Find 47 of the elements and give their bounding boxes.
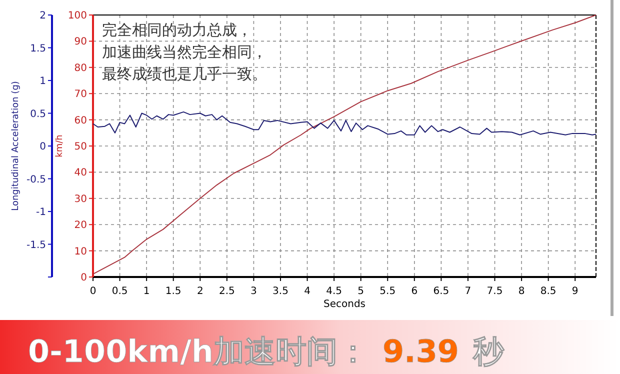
x-tick-label: 4 xyxy=(304,286,310,297)
annotation: 完全相同的动力总成， xyxy=(102,21,252,39)
x-tick-label: 3.5 xyxy=(272,286,288,297)
x-tick-label: 3 xyxy=(250,286,257,297)
y-tick-label: 80 xyxy=(74,62,87,74)
y2-tick-label: 1.5 xyxy=(30,43,46,54)
x-tick-label: 5 xyxy=(358,286,364,297)
y2-axis-title: Longitudinal Acceleration (g) xyxy=(11,81,21,211)
x-tick-label: 5.5 xyxy=(380,286,396,297)
text: 秒 xyxy=(472,334,505,370)
text: 0-100km/h加速时间： xyxy=(28,334,368,370)
x-tick-label: 7 xyxy=(464,286,472,297)
y-axis-title: km/h xyxy=(55,134,65,158)
y-tick-label: 10 xyxy=(74,246,87,258)
text: 9.39 xyxy=(382,334,459,370)
x-tick-label: 8.5 xyxy=(540,286,556,297)
y2-tick-label: -1.5 xyxy=(26,240,46,251)
y2-tick-label: 1 xyxy=(40,76,46,87)
y2-tick-label: -0.5 xyxy=(26,174,46,186)
y2-tick-label: -1 xyxy=(36,207,46,218)
x-tick-label: 0 xyxy=(90,286,96,297)
annotation: 最终成绩也是几乎一致。 xyxy=(102,65,267,83)
x-tick-label: 6 xyxy=(411,286,418,297)
x-tick-label: 2.5 xyxy=(218,286,235,297)
y2-tick-label: 0.5 xyxy=(30,108,46,120)
y-tick-label: 100 xyxy=(68,10,87,22)
x-tick-label: 8 xyxy=(518,286,525,297)
x-tick-label: 0.5 xyxy=(112,286,128,297)
y2-tick-label: 2 xyxy=(40,10,46,22)
y-tick-label: 0 xyxy=(80,272,87,284)
y-tick-label: 50 xyxy=(74,142,87,152)
x-tick-label: 6.5 xyxy=(433,286,450,297)
y-tick-label: 60 xyxy=(74,115,87,126)
x-tick-label: 2 xyxy=(196,286,204,297)
x-tick-label: 1 xyxy=(143,286,150,297)
x-tick-label: 9 xyxy=(572,286,578,297)
x-tick-label: 1.5 xyxy=(165,286,182,297)
annotation: 加速曲线当然完全相同， xyxy=(102,43,267,61)
x-axis-title: Seconds xyxy=(323,299,366,310)
y2-tick-label: 0 xyxy=(40,142,46,152)
y-tick-label: 20 xyxy=(74,220,87,232)
x-tick-label: 7.5 xyxy=(486,286,503,297)
y-tick-label: 70 xyxy=(74,89,87,100)
y-tick-label: 40 xyxy=(74,168,87,179)
y-tick-label: 30 xyxy=(74,194,87,205)
y-tick-label: 90 xyxy=(74,36,87,48)
x-tick-label: 4.5 xyxy=(326,286,342,297)
